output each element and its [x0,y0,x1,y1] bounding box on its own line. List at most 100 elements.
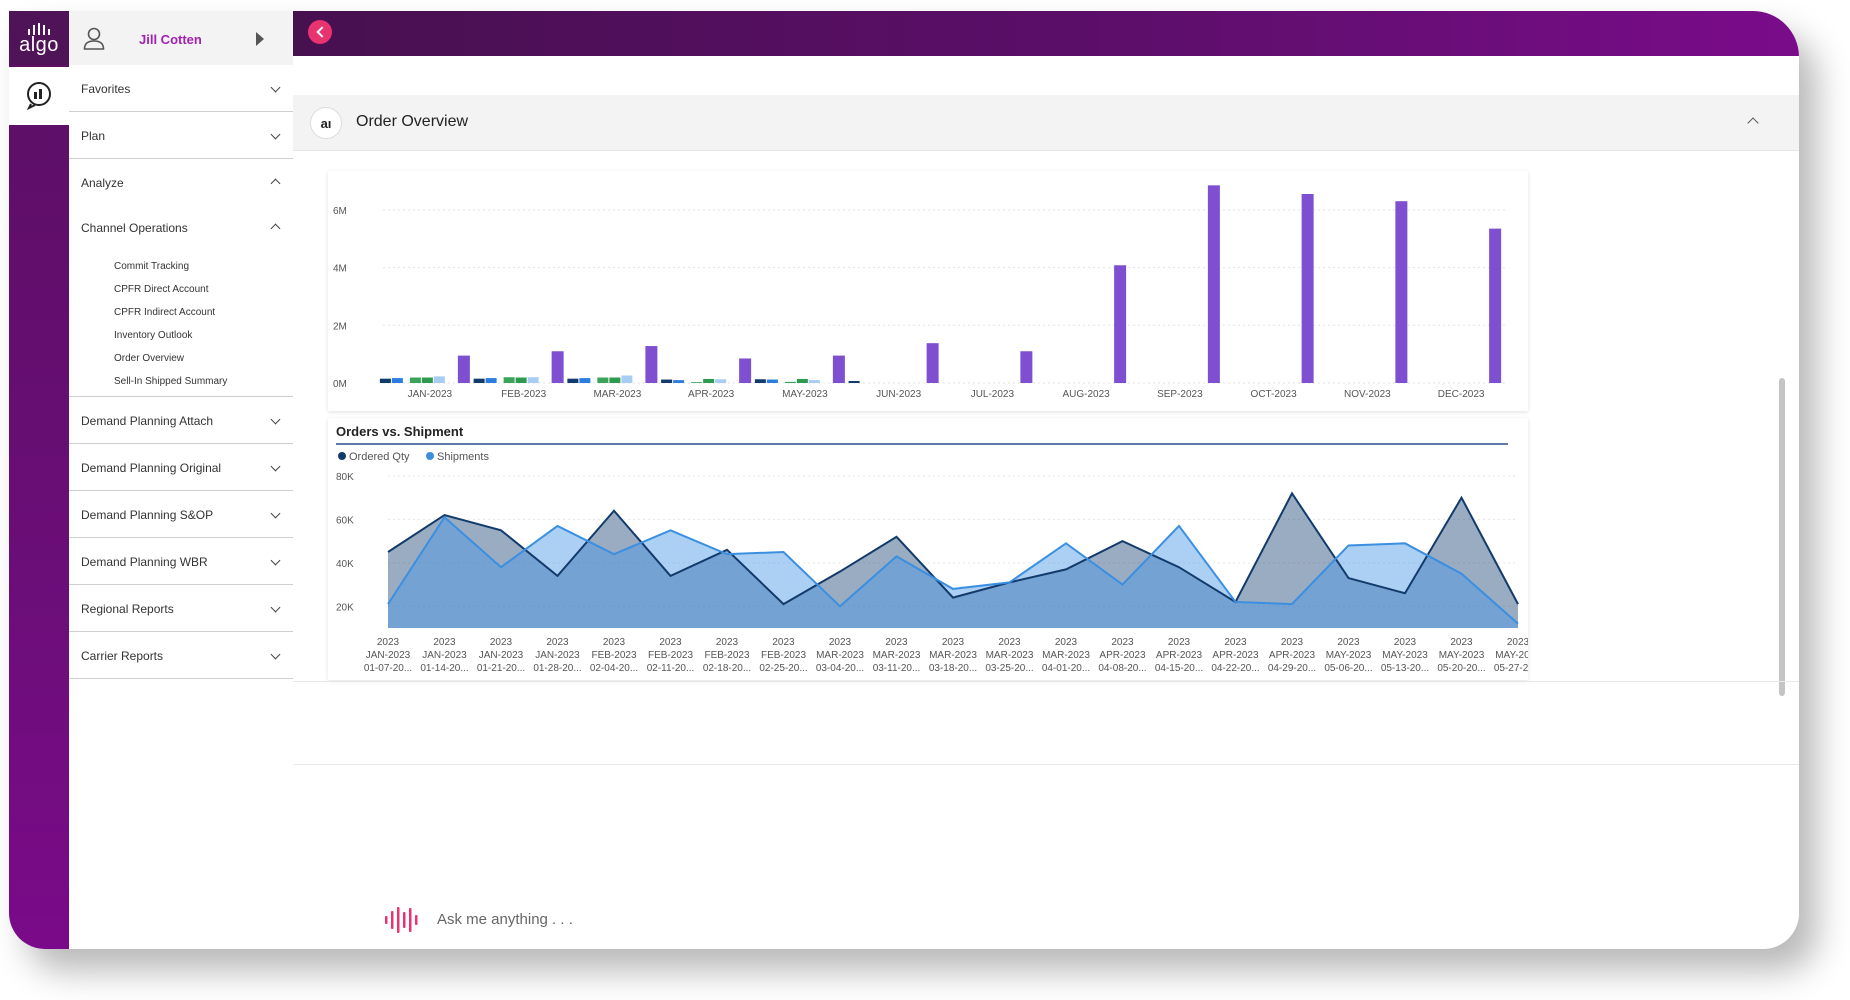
bar [1301,193,1314,383]
bar [409,377,421,383]
nav-channel-operations[interactable]: Channel Operations [69,205,293,245]
x-tick-label: 2023 [1281,637,1304,648]
vertical-scrollbar[interactable] [1779,378,1785,696]
x-tick-label: 01-07-20... [364,663,412,674]
x-tick-label: JUL-2023 [971,389,1015,400]
bar [796,378,808,383]
nav-label: Demand Planning S&OP [81,508,214,522]
collapse-sidebar-button[interactable] [308,20,332,44]
chevron-up-icon[interactable] [1747,117,1759,129]
x-tick-label: JAN-2023 [479,650,524,661]
nav-analyze[interactable]: Analyze [69,159,293,205]
nav-cpfr-direct-account[interactable]: CPFR Direct Account [114,284,209,295]
nav-demand-planning-attach[interactable]: Demand Planning Attach [69,397,293,444]
bar [784,381,796,383]
x-tick-label: 2023 [490,637,513,648]
x-tick-label: 2023 [433,637,456,648]
caret-right-icon[interactable] [256,32,264,46]
y-tick-label: 2M [333,321,347,332]
nav-label: Plan [81,129,106,143]
voice-wave-icon[interactable] [383,905,425,935]
bar [1207,185,1220,383]
x-tick-label: 05-27-20... [1494,663,1528,674]
bar [715,379,727,383]
x-tick-label: 2023 [1450,637,1473,648]
ask-input[interactable]: Ask me anything . . . [437,911,573,928]
x-tick-label: JAN-2023 [366,650,411,661]
chevron-down-icon [270,508,281,519]
user-name[interactable]: Jill Cotten [139,32,202,47]
nav-favorites[interactable]: Favorites [69,65,293,112]
analytics-icon[interactable] [24,80,54,110]
chevron-down-icon [270,555,281,566]
nav-demand-planning-original[interactable]: Demand Planning Original [69,444,293,491]
nav-sell-in-shipped-summary[interactable]: Sell-In Shipped Summary [114,376,228,387]
x-tick-label: 04-15-20... [1155,663,1203,674]
orders-vs-shipment-chart: Orders vs. Shipment Ordered Qty Shipments 2… [336,424,1542,674]
legend-marker [338,452,346,460]
x-tick-label: DEC-2023 [1438,389,1485,400]
x-tick-label: 2023 [942,637,965,648]
nav-demand-planning-sop[interactable]: Demand Planning S&OP [69,491,293,538]
x-tick-label: MAR-2023 [929,650,977,661]
x-tick-label: 02-11-20... [647,663,695,674]
nav-cpfr-indirect-account[interactable]: CPFR Indirect Account [114,307,216,318]
area-fill [388,493,1518,628]
top-bar [293,11,1799,56]
bar [621,375,633,383]
chevron-up-icon [270,178,281,189]
x-tick-label: APR-2023 [1099,650,1146,661]
bar [551,351,564,383]
y-tick-label: 4M [333,264,347,275]
bar [645,346,658,383]
x-tick-label: 2023 [1507,637,1528,648]
bar [515,377,527,383]
x-tick-label: 2023 [772,637,795,648]
chevron-up-icon [270,223,281,234]
nav-plan[interactable]: Plan [69,112,293,159]
x-tick-label: 2023 [716,637,739,648]
x-tick-label: MAY-2023 [1439,650,1485,661]
x-tick-label: 01-28-20... [533,663,581,674]
user-icon [83,27,105,50]
x-tick-label: APR-2023 [688,389,735,400]
x-tick-label: 04-08-20... [1098,663,1146,674]
algo-logo[interactable]: algo [14,23,64,55]
x-tick-label: FEB-2023 [501,389,546,400]
nav-order-overview[interactable]: Order Overview [114,353,185,364]
x-tick-label: JAN-2023 [535,650,580,661]
nav-carrier-reports[interactable]: Carrier Reports [69,632,293,679]
bar [527,377,539,383]
bar [457,355,470,383]
x-tick-label: 03-04-20... [816,663,864,674]
nav-inventory-outlook[interactable]: Inventory Outlook [114,330,193,341]
x-tick-label: 03-25-20... [985,663,1033,674]
x-tick-label: 01-21-20... [477,663,525,674]
bar [473,378,485,383]
y-tick-label: 80K [336,472,354,483]
x-tick-label: MAY-2023 [1326,650,1372,661]
nav-demand-planning-wbr[interactable]: Demand Planning WBR [69,538,293,585]
chevron-down-icon [270,129,281,140]
bar [379,378,391,383]
x-tick-label: 2023 [659,637,682,648]
nav-label: Demand Planning Original [81,461,222,475]
nav-regional-reports[interactable]: Regional Reports [69,585,293,632]
x-tick-label: FEB-2023 [648,650,693,661]
y-tick-label: 0M [333,379,347,390]
user-profile[interactable]: Jill Cotten [69,11,293,65]
logo-bars-icon [14,23,64,35]
bar [391,378,403,383]
app-window: algo Jill Cotten Favorites Plan [9,11,1799,949]
x-tick-label: MAR-2023 [1042,650,1090,661]
x-tick-label: 2023 [829,637,852,648]
nav-commit-tracking[interactable]: Commit Tracking [114,261,190,272]
y-tick-label: 20K [336,602,354,613]
x-tick-label: 2023 [885,637,908,648]
bar [579,378,591,383]
area-fill [388,517,1518,628]
panel-title: Order Overview [356,113,469,130]
x-tick-label: 04-22-20... [1211,663,1259,674]
nav-label: Regional Reports [81,602,174,616]
bar [703,378,715,383]
